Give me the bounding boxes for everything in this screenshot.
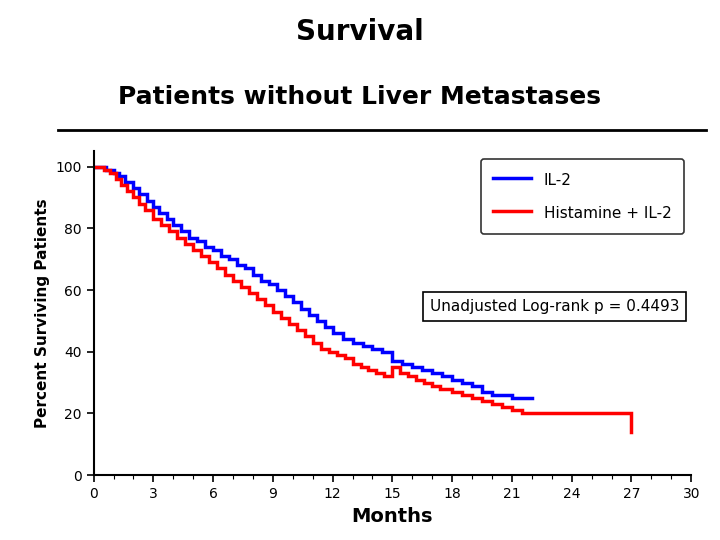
Text: Patients without Liver Metastases: Patients without Liver Metastases [119,85,601,109]
Legend: IL-2, Histamine + IL-2: IL-2, Histamine + IL-2 [481,159,683,234]
X-axis label: Months: Months [351,507,433,525]
Text: Survival: Survival [296,18,424,46]
Y-axis label: Percent Surviving Patients: Percent Surviving Patients [35,198,50,428]
Text: Unadjusted Log-rank p = 0.4493: Unadjusted Log-rank p = 0.4493 [430,299,679,314]
